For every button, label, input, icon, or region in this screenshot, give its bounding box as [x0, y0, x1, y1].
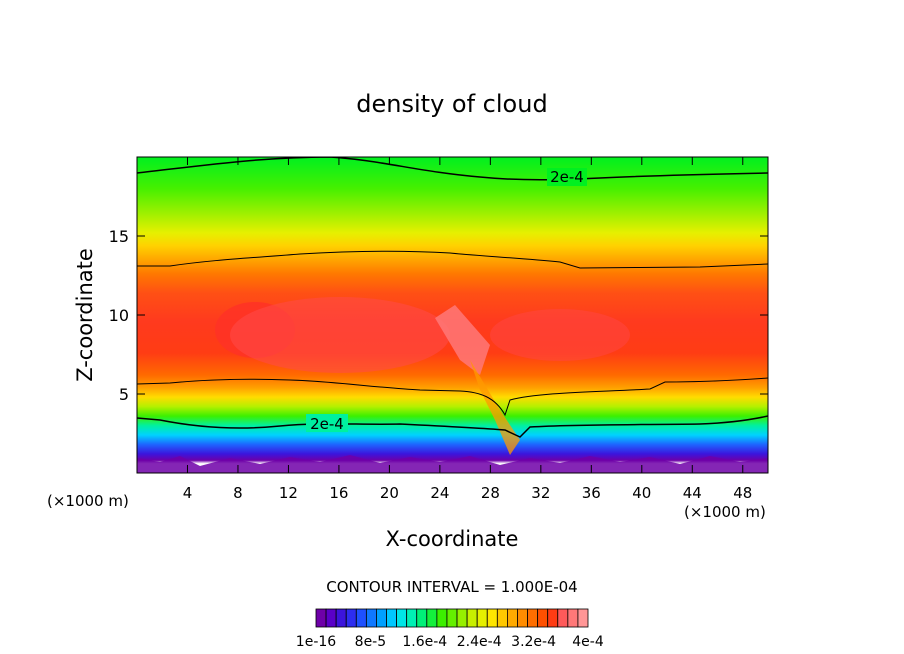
x-tick-label: 24 [430, 484, 449, 502]
colorbar-swatch [496, 608, 508, 628]
colorbar-swatch [436, 608, 448, 628]
x-tick-label: 40 [632, 484, 651, 502]
contour-lower [137, 377, 768, 417]
colorbar-swatch [567, 608, 579, 628]
colorbar-swatch [517, 608, 528, 628]
colorbar-swatch [416, 608, 428, 628]
contour-bottom [137, 415, 768, 438]
colorbar-swatch [527, 608, 539, 628]
x-tick-label: 20 [380, 484, 399, 502]
svg-text:2e-4: 2e-4 [550, 168, 584, 186]
colorbar-swatch [577, 608, 589, 628]
colorbar-swatch [315, 608, 327, 628]
colorbar-swatch [335, 608, 347, 628]
colorbar [315, 608, 589, 628]
x-tick-label: 36 [582, 484, 601, 502]
y-tick-label: 5 [119, 385, 129, 404]
y-axis-ticks: 5 10 15 [109, 227, 768, 404]
colorbar-swatch [547, 608, 559, 628]
y-axis-label: Z-coordinate [73, 248, 97, 382]
x-tick-label: 48 [733, 484, 752, 502]
colorbar-swatch [557, 608, 569, 628]
colorbar-swatch [446, 608, 458, 628]
y-tick-label: 10 [109, 306, 129, 325]
colorbar-swatch [376, 608, 387, 628]
plot-area [137, 157, 768, 473]
x-axis-label: X-coordinate [386, 527, 519, 551]
chart-title: density of cloud [356, 90, 547, 118]
colorbar-swatch [355, 608, 367, 628]
colorbar-label: 8e-5 [355, 634, 386, 650]
x-tick-label: 4 [183, 484, 193, 502]
x-tick-label: 12 [279, 484, 298, 502]
x-axis-ticks: 4 8 12 16 20 24 28 32 36 40 44 48 [183, 157, 752, 502]
colorbar-swatch [476, 608, 488, 628]
colorbar-swatch [365, 608, 377, 628]
core-region-right [490, 309, 630, 361]
colorbar-swatch [345, 608, 357, 628]
x-axis-unit: (×1000 m) [684, 503, 766, 521]
core-peak-region [435, 305, 490, 375]
contour-label-top: 2e-4 [547, 168, 587, 186]
colorbar-label: 2.4e-4 [457, 634, 502, 650]
colorbar-swatch [466, 608, 478, 628]
x-tick-label: 8 [233, 484, 243, 502]
colorbar-swatch [396, 608, 408, 628]
colorbar-label: 1e-16 [296, 634, 336, 650]
svg-text:2e-4: 2e-4 [310, 415, 344, 433]
contour-upper [137, 250, 768, 269]
x-tick-label: 16 [329, 484, 348, 502]
contour-interval-label: CONTOUR INTERVAL = 1.000E-04 [326, 578, 577, 596]
ground-noise-band [137, 455, 768, 473]
contour-top [137, 157, 768, 181]
colorbar-swatch [426, 608, 438, 628]
contour-lines [137, 157, 768, 438]
colorbar-swatch [406, 608, 418, 628]
colorbar-swatch [537, 608, 549, 628]
y-tick-label: 15 [109, 227, 129, 246]
colorbar-swatch [386, 608, 397, 628]
colorbar-swatch [325, 608, 337, 628]
contour-label-bottom: 2e-4 [306, 414, 348, 433]
x-tick-label: 44 [683, 484, 702, 502]
colorbar-label: 3.2e-4 [511, 634, 556, 650]
colorbar-label: 1.6e-4 [402, 634, 447, 650]
x-tick-label: 28 [481, 484, 500, 502]
core-region-center [230, 297, 450, 373]
colorbar-labels: 1e-16 8e-5 1.6e-4 2.4e-4 3.2e-4 4e-4 [296, 634, 604, 650]
colorbar-swatch [507, 608, 518, 628]
colorbar-swatch [486, 608, 498, 628]
y-axis-unit: (×1000 m) [47, 492, 129, 510]
x-tick-label: 32 [531, 484, 550, 502]
colorbar-label: 4e-4 [572, 634, 604, 650]
colorbar-swatch [456, 608, 468, 628]
